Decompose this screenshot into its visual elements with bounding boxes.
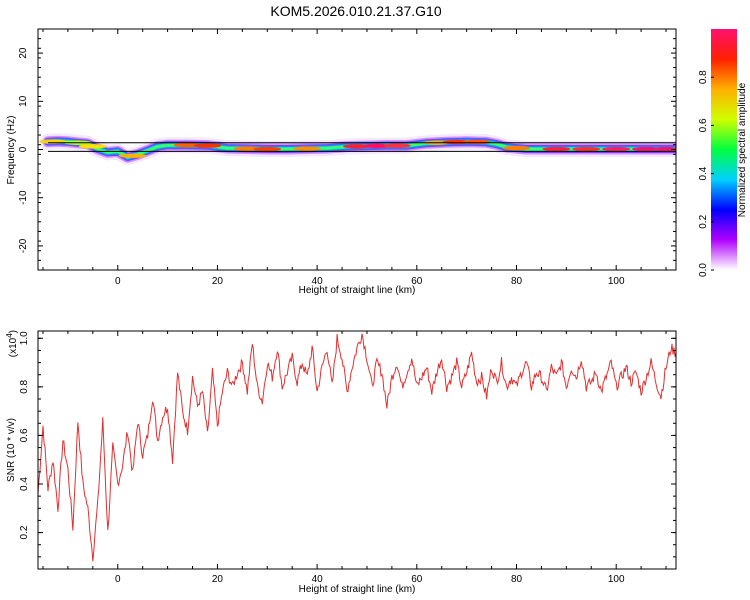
spectrogram-y-tick-label: 20	[18, 47, 29, 59]
spectrogram-y-tick-label: -20	[18, 238, 29, 253]
spectrogram-hotspot	[78, 144, 107, 149]
colorbar-tick-label: 0.2	[698, 214, 709, 228]
spectrogram-hotspot	[362, 143, 391, 149]
spectrogram-y-axis-label: Frequency (Hz)	[6, 116, 17, 185]
spectrogram-x-tick-label: 60	[411, 276, 423, 287]
spectrogram-y-tick-label: -10	[18, 190, 29, 205]
snr-panel: 0 20 40 60 80 100 0.2 0.4 0.6 0.8 1.0 Height of st…	[5, 330, 677, 595]
snr-x-tick-label: 80	[511, 574, 523, 585]
spectrogram-x-axis-label: Height of straight line (km)	[299, 285, 416, 296]
snr-frame	[37, 330, 677, 570]
snr-plot-area	[38, 331, 676, 569]
spectrogram-y-tick-label: 10	[18, 95, 29, 107]
colorbar-gradient	[711, 29, 737, 270]
snr-x-axis-label: Height of straight line (km)	[299, 584, 416, 595]
spectrogram-hotspot	[652, 146, 676, 152]
snr-ticks: 0 20 40 60 80 100 0.2 0.4 0.6 0.8 1.0	[19, 331, 676, 585]
snr-x-tick-label: 40	[312, 574, 324, 585]
colorbar-tick-label: 0.4	[698, 166, 709, 180]
snr-y-tick-label: 0.6	[19, 428, 30, 442]
spectrogram-panel: 0 20 40 60 80 100 -20 -10 0 10 20 Height of straig…	[6, 28, 677, 296]
spectrogram-hotspot	[382, 143, 411, 148]
spectrogram-heatmap	[38, 133, 676, 166]
spectrogram-hotspot	[118, 153, 147, 158]
colorbar-tick-label: 0.6	[698, 118, 709, 132]
snr-line	[38, 333, 676, 562]
spectrogram-ticks: 0 20 40 60 80 100 -20 -10 0 10 20	[18, 28, 676, 287]
figure-title: KOM5.2026.010.21.37.G10	[270, 3, 441, 19]
snr-y-tick-label: 0.2	[19, 525, 30, 539]
snr-series	[38, 333, 676, 562]
spectrogram-hotspot	[293, 146, 322, 151]
spectrogram-hotspot	[602, 146, 631, 152]
colorbar-label: Normalized spectral amplitude	[737, 82, 748, 217]
spectrogram-y-tick-label: 0	[18, 146, 29, 152]
spectrogram-hotspot	[193, 143, 222, 148]
snr-y-tick-label: 1.0	[19, 331, 30, 345]
colorbar: 0.0 0.2 0.4 0.6 0.8 Normalized spectral ampl…	[698, 29, 748, 277]
colorbar-ticks: 0.0 0.2 0.4 0.6 0.8	[698, 70, 714, 277]
snr-y-tick-label: 0.8	[19, 379, 30, 393]
spectrogram-hotspot	[542, 146, 571, 152]
colorbar-tick-label: 0.8	[698, 70, 709, 84]
snr-y-axis-label: SNR (10 * v/v)	[6, 418, 17, 482]
snr-x-tick-label: 60	[411, 574, 423, 585]
snr-y-multiplier: (x104)	[5, 330, 19, 357]
spectrogram-hotspot	[253, 146, 282, 152]
snr-y-tick-label: 0.4	[19, 477, 30, 491]
snr-x-tick-label: 100	[608, 574, 625, 585]
spectrogram-x-tick-label: 80	[511, 276, 523, 287]
colorbar-tick-label: 0.0	[698, 263, 709, 277]
snr-x-tick-label: 20	[212, 574, 224, 585]
spectrogram-hotspot	[572, 146, 601, 152]
spectrogram-x-tick-label: 20	[212, 276, 224, 287]
spectrogram-hotspot	[462, 139, 491, 145]
spectrogram-x-tick-label: 40	[312, 276, 324, 287]
spectrogram-x-tick-label: 100	[608, 276, 625, 287]
spectrogram-hotspot	[502, 145, 531, 151]
spectrogram-x-tick-label: 0	[115, 276, 121, 287]
snr-x-tick-label: 0	[115, 574, 121, 585]
spectrogram-hotspot	[632, 146, 661, 152]
